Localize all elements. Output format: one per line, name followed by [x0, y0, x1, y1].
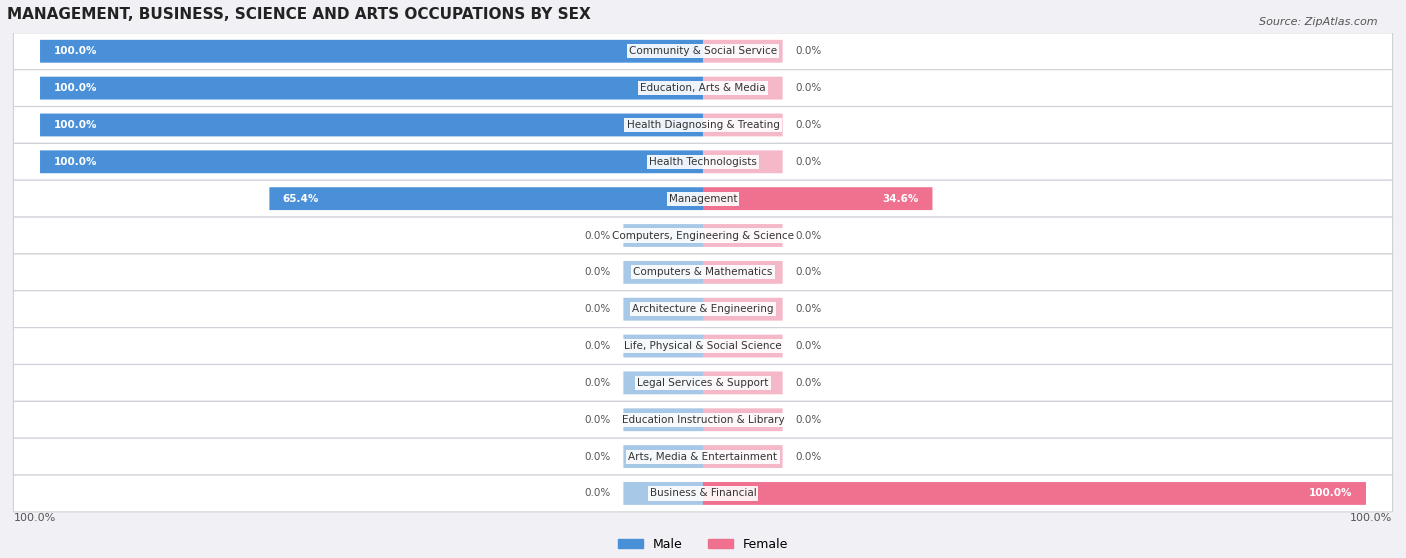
FancyBboxPatch shape	[14, 143, 1392, 180]
Text: Education Instruction & Library: Education Instruction & Library	[621, 415, 785, 425]
FancyBboxPatch shape	[703, 113, 783, 136]
FancyBboxPatch shape	[14, 328, 1392, 364]
FancyBboxPatch shape	[14, 291, 1392, 328]
Text: 0.0%: 0.0%	[583, 267, 610, 277]
Text: Education, Arts & Media: Education, Arts & Media	[640, 83, 766, 93]
FancyBboxPatch shape	[39, 113, 703, 136]
FancyBboxPatch shape	[623, 335, 703, 358]
FancyBboxPatch shape	[14, 401, 1392, 438]
FancyBboxPatch shape	[703, 298, 783, 321]
Text: 0.0%: 0.0%	[796, 157, 823, 167]
FancyBboxPatch shape	[703, 372, 783, 395]
FancyBboxPatch shape	[703, 445, 783, 468]
Text: 0.0%: 0.0%	[796, 120, 823, 130]
FancyBboxPatch shape	[39, 40, 703, 62]
FancyBboxPatch shape	[703, 76, 783, 99]
Text: Community & Social Service: Community & Social Service	[628, 46, 778, 56]
Text: 0.0%: 0.0%	[796, 378, 823, 388]
FancyBboxPatch shape	[14, 438, 1392, 475]
Text: 0.0%: 0.0%	[583, 378, 610, 388]
Text: 0.0%: 0.0%	[583, 451, 610, 461]
Text: 100.0%: 100.0%	[53, 120, 97, 130]
FancyBboxPatch shape	[623, 224, 703, 247]
FancyBboxPatch shape	[703, 482, 1367, 505]
Text: 0.0%: 0.0%	[583, 488, 610, 498]
Text: 0.0%: 0.0%	[796, 415, 823, 425]
Text: 0.0%: 0.0%	[796, 83, 823, 93]
Text: 0.0%: 0.0%	[796, 451, 823, 461]
FancyBboxPatch shape	[39, 76, 703, 99]
FancyBboxPatch shape	[39, 151, 703, 173]
Text: 0.0%: 0.0%	[583, 230, 610, 240]
FancyBboxPatch shape	[14, 364, 1392, 401]
Text: 65.4%: 65.4%	[283, 194, 319, 204]
Text: Life, Physical & Social Science: Life, Physical & Social Science	[624, 341, 782, 351]
FancyBboxPatch shape	[703, 151, 783, 173]
Text: 34.6%: 34.6%	[883, 194, 920, 204]
Text: 0.0%: 0.0%	[796, 341, 823, 351]
FancyBboxPatch shape	[703, 335, 783, 358]
FancyBboxPatch shape	[14, 217, 1392, 254]
FancyBboxPatch shape	[703, 261, 783, 284]
FancyBboxPatch shape	[703, 187, 932, 210]
Text: 100.0%: 100.0%	[1350, 513, 1392, 523]
FancyBboxPatch shape	[270, 187, 703, 210]
Text: 0.0%: 0.0%	[796, 304, 823, 314]
Text: Computers & Mathematics: Computers & Mathematics	[633, 267, 773, 277]
FancyBboxPatch shape	[14, 254, 1392, 291]
Text: 100.0%: 100.0%	[14, 513, 56, 523]
Text: Health Diagnosing & Treating: Health Diagnosing & Treating	[627, 120, 779, 130]
Text: 0.0%: 0.0%	[583, 304, 610, 314]
FancyBboxPatch shape	[703, 408, 783, 431]
Legend: Male, Female: Male, Female	[613, 533, 793, 556]
Text: Business & Financial: Business & Financial	[650, 488, 756, 498]
Text: 100.0%: 100.0%	[53, 83, 97, 93]
FancyBboxPatch shape	[14, 475, 1392, 512]
FancyBboxPatch shape	[623, 445, 703, 468]
FancyBboxPatch shape	[14, 70, 1392, 107]
FancyBboxPatch shape	[703, 224, 783, 247]
Text: 100.0%: 100.0%	[1309, 488, 1353, 498]
FancyBboxPatch shape	[14, 33, 1392, 70]
Text: Source: ZipAtlas.com: Source: ZipAtlas.com	[1260, 17, 1378, 27]
FancyBboxPatch shape	[623, 408, 703, 431]
FancyBboxPatch shape	[623, 482, 703, 505]
Text: 0.0%: 0.0%	[583, 415, 610, 425]
Text: Computers, Engineering & Science: Computers, Engineering & Science	[612, 230, 794, 240]
Text: 100.0%: 100.0%	[53, 46, 97, 56]
Text: Arts, Media & Entertainment: Arts, Media & Entertainment	[628, 451, 778, 461]
Text: Health Technologists: Health Technologists	[650, 157, 756, 167]
FancyBboxPatch shape	[623, 372, 703, 395]
Text: MANAGEMENT, BUSINESS, SCIENCE AND ARTS OCCUPATIONS BY SEX: MANAGEMENT, BUSINESS, SCIENCE AND ARTS O…	[7, 7, 591, 22]
Text: 100.0%: 100.0%	[53, 157, 97, 167]
Text: 0.0%: 0.0%	[583, 341, 610, 351]
FancyBboxPatch shape	[623, 261, 703, 284]
Text: 0.0%: 0.0%	[796, 230, 823, 240]
FancyBboxPatch shape	[14, 107, 1392, 143]
Text: Legal Services & Support: Legal Services & Support	[637, 378, 769, 388]
FancyBboxPatch shape	[14, 180, 1392, 217]
Text: 0.0%: 0.0%	[796, 46, 823, 56]
FancyBboxPatch shape	[623, 298, 703, 321]
Text: Management: Management	[669, 194, 737, 204]
Text: Architecture & Engineering: Architecture & Engineering	[633, 304, 773, 314]
Text: 0.0%: 0.0%	[796, 267, 823, 277]
FancyBboxPatch shape	[703, 40, 783, 62]
